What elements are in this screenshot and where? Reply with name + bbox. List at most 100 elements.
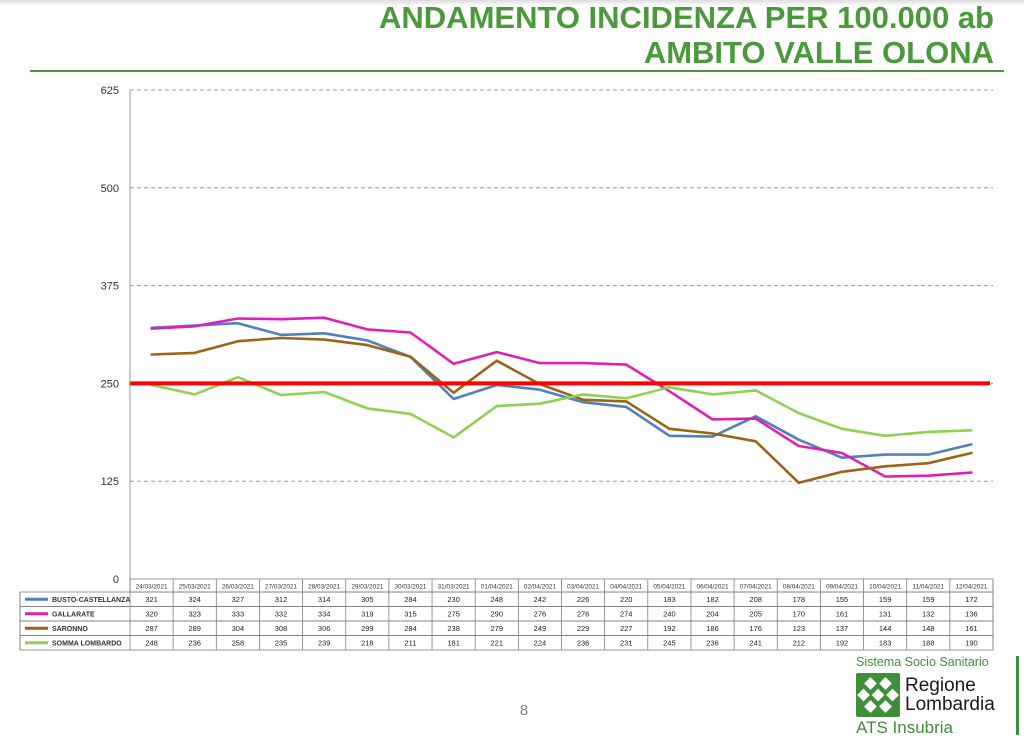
data-label: 289 [188, 624, 201, 633]
data-label: 229 [577, 624, 590, 633]
page-title: ANDAMENTO INCIDENZA PER 100.000 ab AMBIT… [379, 0, 994, 70]
data-label: 314 [318, 595, 331, 604]
data-label: 248 [145, 639, 158, 648]
data-label: 148 [922, 624, 935, 633]
data-label: 334 [318, 610, 331, 619]
data-label: 136 [965, 610, 978, 619]
x-tick-label: 25/03/2021 [179, 584, 211, 591]
brand-ats-name: ATS Insubria [856, 718, 954, 737]
data-label: 155 [836, 595, 849, 604]
x-tick-label: 02/04/2021 [524, 584, 556, 591]
x-tick-label: 09/04/2021 [826, 584, 858, 591]
series-line-gallarate [150, 316, 973, 478]
y-tick-label: 500 [101, 183, 119, 195]
data-label: 183 [663, 595, 676, 604]
data-label: 249 [534, 624, 547, 633]
data-label: 332 [275, 610, 288, 619]
data-label: 284 [404, 595, 417, 604]
y-tick-label: 250 [101, 378, 119, 390]
data-label: 192 [663, 624, 676, 633]
series-line-saronno [150, 336, 973, 485]
y-tick-label: 375 [101, 281, 119, 293]
data-label: 224 [534, 639, 547, 648]
data-label: 245 [663, 639, 676, 648]
data-label: 276 [577, 610, 590, 619]
data-label: 279 [491, 624, 504, 633]
title-line-1: ANDAMENTO INCIDENZA PER 100.000 ab [379, 0, 994, 35]
data-label: 305 [361, 595, 374, 604]
x-tick-label: 12/04/2021 [955, 584, 987, 591]
data-label: 274 [620, 610, 633, 619]
data-label: 186 [706, 624, 719, 633]
x-tick-label: 07/04/2021 [740, 584, 772, 591]
data-label: 178 [793, 595, 806, 604]
x-tick-label: 24/03/2021 [136, 584, 168, 591]
data-label: 236 [577, 639, 590, 648]
data-label: 248 [491, 595, 504, 604]
data-label: 319 [361, 610, 374, 619]
y-tick-label: 0 [113, 574, 119, 586]
data-label: 327 [232, 595, 245, 604]
x-tick-label: 26/03/2021 [222, 584, 254, 591]
data-label: 276 [534, 610, 547, 619]
data-label: 170 [793, 610, 806, 619]
data-label: 231 [620, 639, 633, 648]
data-label: 205 [749, 610, 762, 619]
data-label: 159 [879, 595, 892, 604]
x-tick-label: 31/03/2021 [438, 584, 470, 591]
data-label: 182 [706, 595, 719, 604]
x-tick-label: 11/04/2021 [913, 584, 945, 591]
data-label: 258 [232, 639, 245, 648]
data-label: 236 [706, 639, 719, 648]
data-label: 315 [404, 610, 417, 619]
brand-side-bar [1016, 656, 1019, 735]
x-tick-label: 01/04/2021 [481, 584, 513, 591]
legend-entry: GALLARATE [52, 612, 95, 619]
data-label: 159 [922, 595, 935, 604]
legend-entry: BUSTO-CASTELLANZA [52, 597, 130, 604]
data-label: 226 [577, 595, 590, 604]
x-tick-label: 05/04/2021 [653, 584, 685, 591]
data-label: 242 [534, 595, 547, 604]
series-line-somma-lombardo [150, 375, 973, 439]
data-label: 204 [706, 610, 719, 619]
data-label: 190 [965, 639, 978, 648]
data-label: 220 [620, 595, 633, 604]
data-label: 323 [188, 610, 201, 619]
data-label: 284 [404, 624, 417, 633]
regione-lombardia-logo-icon [856, 673, 900, 717]
y-tick-label: 125 [101, 476, 119, 488]
data-label: 275 [447, 610, 460, 619]
data-label: 176 [749, 624, 762, 633]
data-label: 161 [965, 624, 978, 633]
x-tick-label: 03/04/2021 [567, 584, 599, 591]
incidence-chart: 0 125 250 375 500 625 24/03/2021 25/03/2021 26/0… [19, 85, 994, 651]
data-label: 208 [749, 595, 762, 604]
data-label: 241 [749, 639, 762, 648]
series-line-busto-castellanza [150, 321, 973, 460]
data-label: 218 [361, 639, 374, 648]
x-tick-label: 08/04/2021 [783, 584, 815, 591]
x-tick-label: 06/04/2021 [697, 584, 729, 591]
data-label: 287 [145, 624, 158, 633]
data-label: 306 [318, 624, 331, 633]
data-label: 221 [491, 639, 504, 648]
data-label: 181 [447, 639, 460, 648]
data-label: 240 [663, 610, 676, 619]
data-label: 304 [232, 624, 245, 633]
data-label: 238 [447, 624, 460, 633]
data-label: 212 [793, 639, 806, 648]
title-line-2: AMBITO VALLE OLONA [643, 35, 994, 70]
data-label: 235 [275, 639, 288, 648]
data-label: 299 [361, 624, 374, 633]
data-label: 324 [188, 595, 201, 604]
data-label: 290 [491, 610, 504, 619]
x-tick-label: 28/03/2021 [308, 584, 340, 591]
data-label: 192 [836, 639, 849, 648]
data-label: 308 [275, 624, 288, 633]
legend-entry: SARONNO [52, 626, 88, 633]
x-tick-label: 30/03/2021 [394, 584, 426, 591]
brand-logo-name: Regione Lombardia [905, 675, 995, 715]
data-label: 123 [793, 624, 806, 633]
legend-entry: SOMMA LOMBARDO [52, 641, 122, 648]
